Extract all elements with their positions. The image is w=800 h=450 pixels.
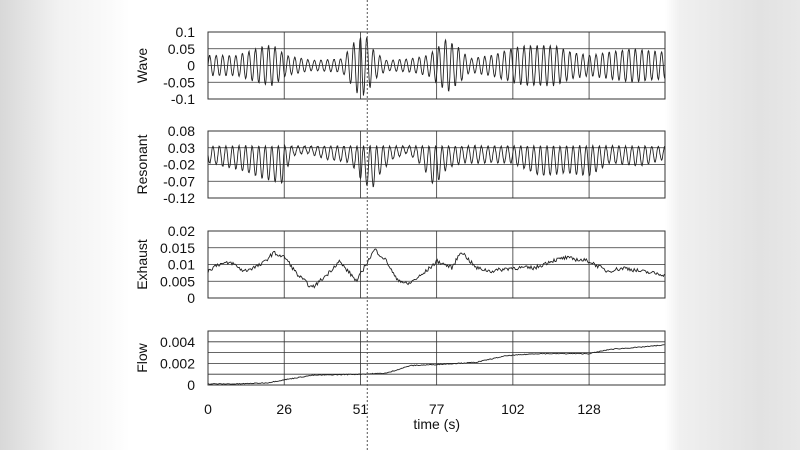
series-line-exhaust bbox=[207, 248, 665, 289]
y-tick-label: -0.07 bbox=[163, 173, 195, 189]
y-tick-label: 0.015 bbox=[160, 240, 195, 256]
panel-resonant: 0.080.03-0.02-0.07-0.12 Resonant bbox=[134, 123, 666, 206]
x-tick-label: 77 bbox=[429, 401, 445, 417]
y-tick-label: 0 bbox=[187, 58, 195, 74]
panel-flow: 0.004 0.002 0 Flow bbox=[134, 330, 666, 393]
series-line-resonant bbox=[207, 143, 666, 188]
x-tick-label: 51 bbox=[353, 401, 369, 417]
y-tick-label: 0.03 bbox=[168, 140, 195, 156]
y-axis-label: Wave bbox=[134, 48, 150, 83]
y-axis-label: Flow bbox=[134, 342, 150, 372]
y-tick-label: 0.1 bbox=[176, 24, 196, 40]
x-tick-label: 102 bbox=[501, 401, 525, 417]
y-tick-label: 0.005 bbox=[160, 273, 195, 289]
y-tick-label: 0.05 bbox=[168, 41, 195, 57]
series-line-flow bbox=[207, 344, 665, 385]
x-tick-label: 26 bbox=[276, 401, 292, 417]
panel-wave: 0.10.050-0.05-0.1 Wave bbox=[134, 24, 666, 107]
y-tick-label: 0.004 bbox=[160, 334, 195, 350]
y-tick-label: 0.01 bbox=[168, 257, 195, 273]
y-tick-label: -0.02 bbox=[163, 157, 195, 173]
x-tick-label: 128 bbox=[577, 401, 601, 417]
y-tick-label: 0.002 bbox=[160, 355, 195, 371]
x-tick-label: 0 bbox=[204, 401, 212, 417]
series-line-wave bbox=[207, 36, 666, 96]
y-tick-label: -0.12 bbox=[163, 190, 195, 206]
y-tick-label: -0.1 bbox=[171, 91, 195, 107]
plot-frame bbox=[207, 130, 666, 199]
y-axis-label: Resonant bbox=[134, 134, 150, 194]
plot-frame bbox=[207, 330, 666, 386]
y-tick-label: 0 bbox=[187, 377, 195, 393]
y-tick-label: 0.02 bbox=[168, 223, 195, 239]
x-axis-label: time (s) bbox=[413, 416, 460, 432]
y-tick-label: 0 bbox=[187, 290, 195, 306]
y-tick-label: 0.08 bbox=[168, 123, 195, 139]
y-axis-label: Exhaust bbox=[134, 239, 150, 290]
plot-frame bbox=[207, 230, 666, 299]
y-tick-label: -0.05 bbox=[163, 74, 195, 90]
